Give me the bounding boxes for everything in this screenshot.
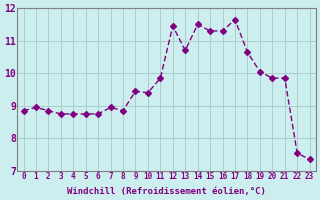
X-axis label: Windchill (Refroidissement éolien,°C): Windchill (Refroidissement éolien,°C): [67, 187, 266, 196]
